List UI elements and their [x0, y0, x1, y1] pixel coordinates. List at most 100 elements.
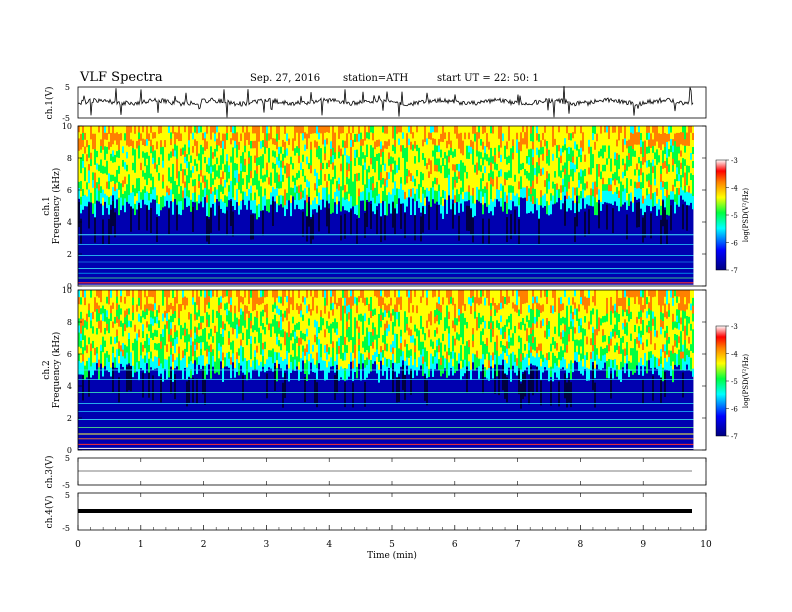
spec-cell — [322, 138, 324, 145]
spec-cell — [414, 186, 416, 195]
spec-cell — [262, 154, 264, 162]
spec-cell — [354, 205, 356, 215]
spec-cell — [588, 181, 590, 189]
spec-cell — [174, 187, 176, 200]
spec-cell — [346, 155, 348, 163]
spec-cell — [122, 316, 124, 324]
spec-cell — [184, 150, 186, 158]
spec-cell — [132, 192, 134, 201]
spec-cell — [276, 328, 278, 338]
spec-cell — [674, 163, 676, 173]
spec-cell — [520, 188, 522, 198]
spec-cell — [626, 192, 628, 201]
spec-cell — [174, 311, 176, 319]
spec-cell — [612, 146, 614, 154]
spec-cell — [578, 141, 580, 150]
spec-cell — [438, 184, 440, 192]
spec-cell — [110, 132, 112, 141]
spec-cell — [248, 360, 250, 373]
spec-cell — [482, 149, 484, 158]
spec-cell — [180, 339, 182, 347]
spec-cell — [136, 193, 138, 202]
spec-cell — [200, 163, 202, 171]
spec-cell — [686, 172, 688, 180]
spec-cell — [182, 358, 184, 367]
spec-cell — [310, 173, 312, 182]
spec-cell — [450, 140, 452, 149]
spec-cell — [218, 158, 220, 166]
spec-cell — [436, 191, 438, 202]
spec-cell — [252, 192, 254, 201]
spec-cell — [296, 186, 298, 194]
spec-cell — [274, 351, 276, 363]
spec-cell — [600, 171, 602, 180]
spec-cell — [442, 173, 444, 183]
spec-cell — [590, 126, 592, 134]
spec-cell — [154, 296, 156, 304]
spec-cell — [178, 339, 180, 348]
spec-cell — [154, 343, 156, 351]
spec-cell — [448, 180, 450, 188]
spec-cell — [168, 132, 170, 141]
spec-cell — [246, 290, 248, 299]
spec-cell — [672, 184, 674, 192]
spec-cell — [474, 141, 476, 150]
spec-cell — [320, 343, 322, 352]
spec-cell — [238, 333, 240, 342]
spec-cell — [106, 344, 108, 352]
spec-cell — [220, 140, 222, 149]
spec-cell — [562, 178, 564, 186]
spec-cell — [104, 139, 106, 147]
spec-cell — [386, 179, 388, 188]
spec-cell — [278, 352, 280, 364]
spec-cell — [100, 126, 102, 134]
spec-cell — [152, 375, 154, 401]
spec-cell — [572, 168, 574, 176]
spec-cell — [616, 193, 618, 206]
spec-cell — [264, 341, 266, 350]
spec-cell — [498, 189, 500, 202]
spec-cell — [234, 344, 236, 354]
spec-cell — [162, 344, 164, 354]
spec-cell — [486, 168, 488, 176]
spec-cell — [310, 296, 312, 304]
spec-cell — [588, 167, 590, 175]
spec-cell — [228, 145, 230, 153]
spec-cell — [502, 185, 504, 194]
spec-cell — [646, 132, 648, 141]
spec-cell — [684, 165, 686, 174]
spec-cell — [246, 313, 248, 323]
spec-cell — [510, 140, 512, 149]
spec-cell — [282, 290, 284, 299]
spec-cell — [134, 345, 136, 354]
spec-cell — [472, 180, 474, 189]
spec-cell — [114, 126, 116, 134]
spec-cell — [390, 156, 392, 165]
spec-cell — [320, 350, 322, 358]
spec-cell — [276, 180, 278, 189]
spec-cell — [494, 155, 496, 163]
spec-cell — [168, 174, 170, 182]
spec-cell — [122, 159, 124, 168]
spec-cell — [104, 173, 106, 181]
spec-cell — [374, 164, 376, 173]
spec-cell — [586, 146, 588, 155]
spec-cell — [594, 126, 596, 135]
spec-cell — [668, 148, 670, 158]
spec-cell — [506, 149, 508, 158]
spec-cell — [82, 332, 84, 341]
spec-cell — [340, 126, 342, 135]
spec-cell — [264, 319, 266, 328]
spec-cell — [196, 304, 198, 313]
spec-cell — [272, 168, 274, 176]
spec-cell — [498, 126, 500, 133]
spec-cell — [302, 296, 304, 303]
spec-cell — [496, 189, 498, 200]
spec-cell — [140, 126, 142, 134]
spec-cell — [228, 191, 230, 201]
spec-cell — [190, 162, 192, 171]
spec-cell — [264, 304, 266, 313]
spec-cell — [446, 185, 448, 194]
spec-cell — [126, 346, 128, 354]
spec-cell — [204, 163, 206, 170]
